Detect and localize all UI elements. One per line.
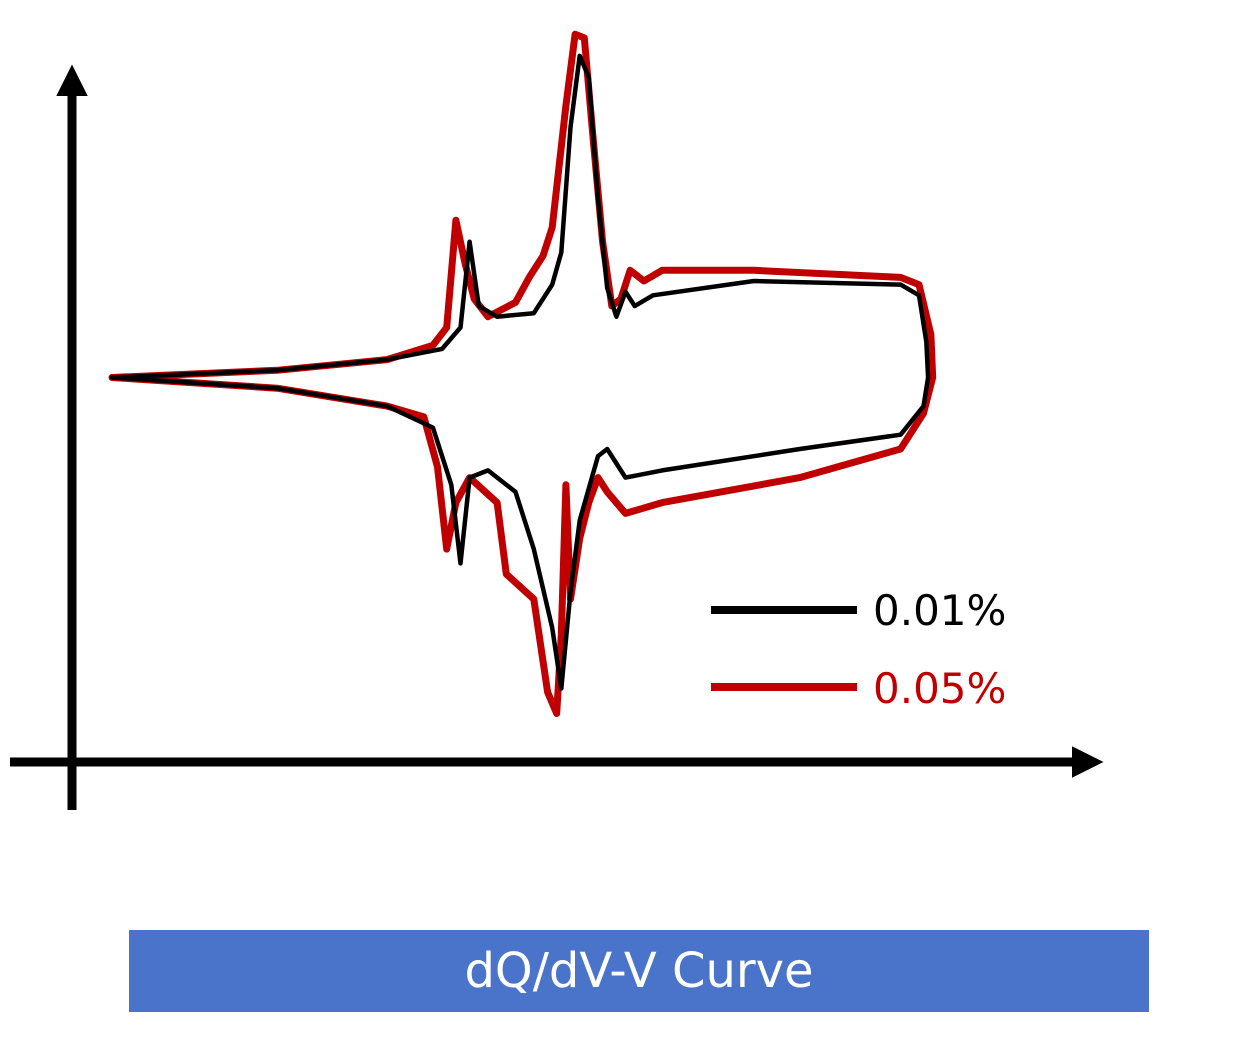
series-layer <box>108 30 937 717</box>
caption-bar: dQ/dV-V Curve <box>129 930 1149 1012</box>
dq-dv-chart: 0.01% 0.05% <box>10 30 1104 810</box>
series-line-2 <box>108 30 937 717</box>
caption-text: dQ/dV-V Curve <box>464 943 814 999</box>
series-line-1 <box>109 53 931 691</box>
legend-label-series-2: 0.05% <box>873 664 1006 713</box>
legend: 0.01% 0.05% <box>711 586 1006 713</box>
legend-label-series-1: 0.01% <box>873 586 1006 635</box>
